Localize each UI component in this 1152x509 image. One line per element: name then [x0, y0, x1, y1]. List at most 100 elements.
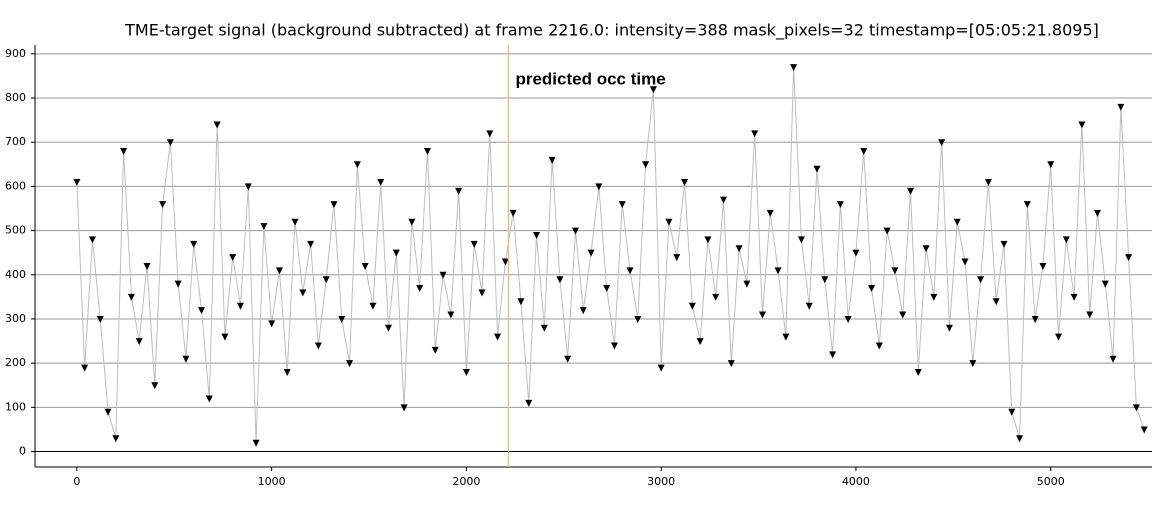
point — [914, 368, 922, 376]
x-tick-label: 1000 — [258, 475, 286, 488]
y-tick-label: 200 — [5, 356, 26, 369]
point — [634, 315, 642, 323]
point — [112, 435, 120, 443]
point — [969, 360, 977, 368]
point — [244, 183, 252, 191]
signal-line — [76, 67, 1145, 443]
point — [1000, 240, 1008, 248]
point — [501, 258, 509, 266]
point — [758, 311, 766, 319]
point — [509, 209, 517, 217]
point — [268, 320, 276, 328]
point — [836, 201, 844, 209]
point — [205, 395, 213, 403]
point — [696, 338, 704, 346]
point — [81, 364, 89, 372]
point — [805, 302, 813, 310]
point — [307, 240, 315, 248]
point — [657, 364, 665, 372]
point — [1101, 280, 1109, 288]
point — [875, 342, 883, 350]
point — [361, 262, 369, 270]
point — [486, 130, 494, 138]
point — [346, 360, 354, 368]
point — [275, 267, 283, 275]
point — [1132, 404, 1140, 412]
point — [517, 298, 525, 306]
point — [120, 148, 128, 156]
point — [470, 240, 478, 248]
point — [338, 315, 346, 323]
point — [603, 285, 611, 293]
point — [322, 276, 330, 284]
point — [618, 201, 626, 209]
point — [190, 240, 198, 248]
point — [673, 254, 681, 262]
point — [891, 267, 899, 275]
point — [151, 382, 159, 390]
point — [587, 249, 595, 257]
y-tick-label: 800 — [5, 91, 26, 104]
point — [1093, 209, 1101, 217]
point — [1055, 333, 1063, 341]
point — [727, 360, 735, 368]
y-tick-label: 700 — [5, 135, 26, 148]
point — [610, 342, 618, 350]
point — [743, 280, 751, 288]
point — [104, 408, 112, 416]
point — [1031, 315, 1039, 323]
point — [73, 178, 81, 186]
x-tick-label: 2000 — [452, 475, 480, 488]
y-tick-label: 100 — [5, 400, 26, 413]
point — [922, 245, 930, 253]
point — [260, 223, 268, 231]
point — [478, 289, 486, 297]
point — [992, 298, 1000, 306]
point — [1047, 161, 1055, 169]
point — [369, 302, 377, 310]
point — [821, 276, 829, 284]
point — [1078, 121, 1086, 129]
point — [540, 324, 548, 332]
point — [236, 302, 244, 310]
point — [1109, 355, 1117, 363]
y-tick-label: 300 — [5, 312, 26, 325]
point — [353, 161, 361, 169]
y-tick-label: 600 — [5, 179, 26, 192]
point — [665, 218, 673, 226]
point — [423, 148, 431, 156]
x-tick-label: 5000 — [1037, 475, 1065, 488]
point — [533, 232, 541, 240]
point — [431, 346, 439, 354]
point — [688, 302, 696, 310]
point — [930, 293, 938, 301]
point — [494, 333, 502, 341]
point — [166, 139, 174, 147]
point — [1008, 408, 1016, 416]
point — [1125, 254, 1133, 262]
point — [408, 218, 416, 226]
point — [766, 209, 774, 217]
point — [127, 293, 135, 301]
point — [299, 289, 307, 297]
point — [385, 324, 393, 332]
point — [712, 293, 720, 301]
point — [291, 218, 299, 226]
point — [571, 227, 579, 235]
point — [626, 267, 634, 275]
point — [252, 439, 260, 447]
point — [198, 307, 206, 315]
point — [143, 262, 151, 270]
point — [182, 355, 190, 363]
point — [1023, 201, 1031, 209]
point — [579, 307, 587, 315]
point — [984, 178, 992, 186]
point — [400, 404, 408, 412]
point — [283, 368, 291, 376]
point — [229, 254, 237, 262]
point — [1062, 236, 1070, 244]
point — [1117, 103, 1125, 111]
point — [556, 276, 564, 284]
point — [642, 161, 650, 169]
